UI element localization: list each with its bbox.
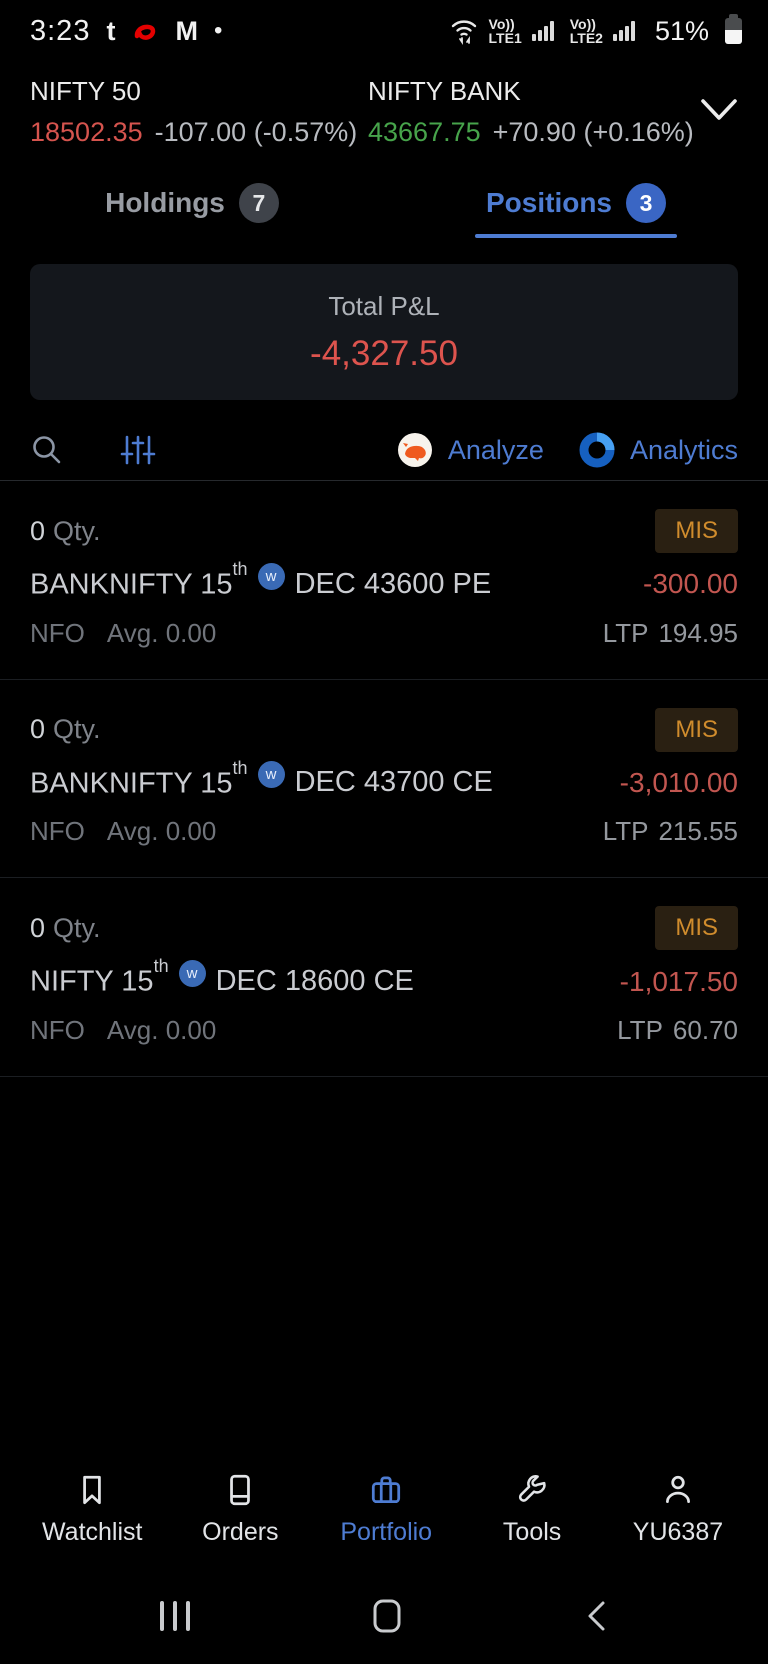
home-button[interactable] bbox=[360, 1587, 414, 1645]
instrument-name: NIFTY 15th w DEC 18600 CE bbox=[30, 956, 414, 998]
search-icon[interactable] bbox=[30, 433, 64, 467]
nav-orders[interactable]: Orders bbox=[192, 1472, 288, 1547]
tab-positions[interactable]: Positions 3 bbox=[384, 168, 768, 238]
person-icon bbox=[660, 1472, 696, 1508]
bull-icon bbox=[396, 431, 434, 469]
exchange-and-avg: NFO Avg. 0.00 bbox=[30, 617, 217, 648]
niftybank-value: 43667.75 bbox=[368, 117, 481, 147]
signal-bars-sim2-icon bbox=[612, 21, 635, 41]
product-type-badge: MIS bbox=[655, 906, 738, 951]
exchange-and-avg: NFO Avg. 0.00 bbox=[30, 1014, 217, 1045]
book-icon bbox=[222, 1472, 258, 1508]
chevron-down-icon[interactable] bbox=[694, 88, 744, 137]
nav-account[interactable]: YU6387 bbox=[630, 1472, 726, 1547]
position-row-2[interactable]: 0 Qty. MIS BANKNIFTY 15th w DEC 43700 CE … bbox=[0, 680, 768, 879]
analyze-label: Analyze bbox=[447, 434, 544, 465]
back-button[interactable] bbox=[574, 1589, 618, 1643]
position-qty: 0 Qty. bbox=[30, 714, 101, 745]
portfolio-tabs: Holdings 7 Positions 3 bbox=[0, 168, 768, 238]
index-nifty50: NIFTY 50 18502.35 -107.00 (-0.57%) bbox=[30, 76, 358, 147]
total-pnl-label: Total P&L bbox=[328, 290, 440, 321]
weekly-badge: w bbox=[257, 562, 285, 590]
total-pnl-card: Total P&L -4,327.50 bbox=[30, 264, 738, 400]
filter-sliders-icon[interactable] bbox=[120, 433, 156, 467]
index-niftybank: NIFTY BANK 43667.75 +70.90 (+0.16%) bbox=[368, 76, 694, 147]
android-navigation-bar bbox=[0, 1568, 768, 1664]
position-ltp: LTP 60.70 bbox=[617, 1014, 738, 1045]
wrench-icon bbox=[514, 1472, 550, 1508]
analytics-button[interactable]: Analytics bbox=[578, 431, 738, 469]
analyze-button[interactable]: Analyze bbox=[396, 431, 544, 469]
position-pnl: -3,010.00 bbox=[619, 766, 738, 798]
nav-portfolio[interactable]: Portfolio bbox=[338, 1472, 434, 1547]
tab-holdings[interactable]: Holdings 7 bbox=[0, 168, 384, 238]
empty-content-area bbox=[0, 1077, 768, 1456]
briefcase-icon bbox=[368, 1472, 404, 1508]
niftybank-change: +70.90 (+0.16%) bbox=[492, 117, 694, 147]
weekly-badge: w bbox=[257, 761, 285, 789]
battery-percent: 51% bbox=[654, 15, 709, 46]
recents-button[interactable] bbox=[150, 1591, 200, 1641]
position-qty: 0 Qty. bbox=[30, 515, 101, 546]
total-pnl-value: -4,327.50 bbox=[310, 333, 458, 373]
analytics-ring-icon bbox=[578, 431, 616, 469]
airtel-icon bbox=[131, 17, 159, 45]
position-row-3[interactable]: 0 Qty. MIS NIFTY 15th w DEC 18600 CE -1,0… bbox=[0, 878, 768, 1077]
clock: 3:23 bbox=[30, 14, 91, 47]
instrument-name: BANKNIFTY 15th w DEC 43700 CE bbox=[30, 757, 493, 800]
nav-tools[interactable]: Tools bbox=[484, 1472, 580, 1547]
status-bar: 3:23 t M • Vo)) LTE1 Vo)) LTE2 51% bbox=[0, 0, 768, 56]
tab-holdings-label: Holdings bbox=[105, 187, 225, 218]
position-qty: 0 Qty. bbox=[30, 912, 101, 943]
position-row-1[interactable]: 0 Qty. MIS BANKNIFTY 15th w DEC 43600 PE … bbox=[0, 481, 768, 680]
position-pnl: -300.00 bbox=[643, 568, 738, 600]
sim1-volte-label: Vo)) LTE1 bbox=[488, 16, 522, 46]
signal-bars-sim1-icon bbox=[531, 21, 554, 41]
tab-positions-label: Positions bbox=[485, 187, 612, 218]
sim2-volte-label: Vo)) LTE2 bbox=[569, 16, 603, 46]
position-pnl: -1,017.50 bbox=[619, 965, 738, 997]
position-ltp: LTP 194.95 bbox=[602, 617, 738, 648]
instrument-name: BANKNIFTY 15th w DEC 43600 PE bbox=[30, 559, 492, 601]
positions-list: 0 Qty. MIS BANKNIFTY 15th w DEC 43600 PE … bbox=[0, 480, 768, 1077]
nav-watchlist[interactable]: Watchlist bbox=[42, 1472, 142, 1547]
position-ltp: LTP 215.55 bbox=[602, 816, 738, 847]
nifty50-change: -107.00 (-0.57%) bbox=[154, 117, 358, 147]
nifty50-value: 18502.35 bbox=[30, 117, 143, 147]
product-type-badge: MIS bbox=[655, 707, 738, 752]
gmail-icon: M bbox=[175, 15, 198, 46]
weekly-badge: w bbox=[178, 960, 206, 988]
positions-toolbar: Analyze Analytics bbox=[0, 420, 768, 480]
bookmark-icon bbox=[74, 1472, 110, 1508]
market-ticker: NIFTY 50 18502.35 -107.00 (-0.57%) NIFTY… bbox=[0, 56, 768, 168]
bottom-navigation: Watchlist Orders Portfolio Tools YU6387 bbox=[0, 1456, 768, 1568]
holdings-count-badge: 7 bbox=[238, 183, 279, 223]
notification-t-icon: t bbox=[106, 15, 116, 46]
positions-count-badge: 3 bbox=[626, 183, 666, 223]
notification-dot-icon: • bbox=[213, 17, 223, 44]
wifi-icon bbox=[449, 17, 479, 45]
exchange-and-avg: NFO Avg. 0.00 bbox=[30, 816, 217, 847]
battery-icon bbox=[725, 14, 742, 44]
analytics-label: Analytics bbox=[629, 434, 738, 465]
product-type-badge: MIS bbox=[655, 509, 738, 553]
